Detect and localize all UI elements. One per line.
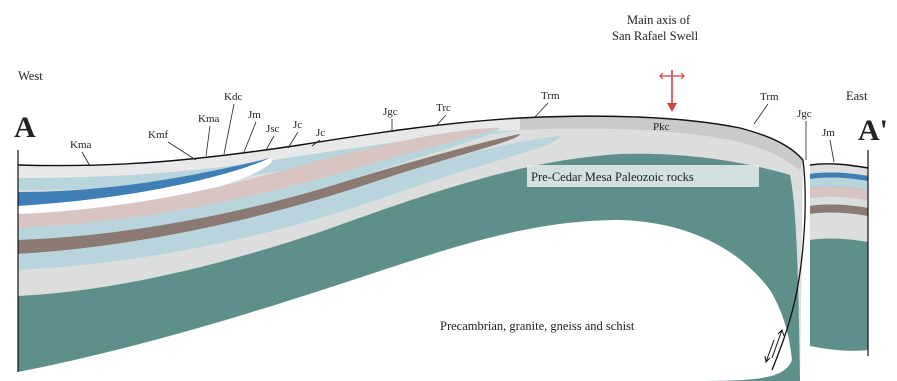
basement [18,220,792,381]
label-kma-west: Kma [70,139,92,151]
axis-label-line2: San Rafael Swell [612,29,699,43]
stratum-pale-grey-lower [18,139,790,296]
fault-line [771,159,806,371]
label-jm-west: Jm [248,109,261,121]
label-pkc: Pkc [653,121,670,133]
east-label: East [846,89,868,103]
stratum-crest-grey [520,116,803,170]
basement-label: Precambrian, granite, gneiss and schist [440,319,635,333]
east-block [810,163,868,360]
west-label: West [18,69,43,83]
stratum-white-thin [18,158,273,214]
stratum-light-blue-3 [18,136,560,270]
section-start-label: A [14,111,36,144]
section-end-label: A' [858,114,888,147]
label-kmf: Kmf [148,129,169,141]
label-trm-crest: Trm [541,90,560,102]
label-jc-1: Jc [293,119,302,131]
paleozoic-label: Pre-Cedar Mesa Paleozoic rocks [531,170,694,184]
stratum-pink [18,128,500,228]
label-trm-east: Trm [760,91,779,103]
label-kdc: Kdc [224,91,242,103]
axis-marker [659,70,685,112]
label-kma-mid: Kma [198,113,220,125]
label-jgc-east: Jgc [797,108,812,120]
stratum-light-blue-2 [18,128,500,240]
formation-labels: Kma Kmf Kma Kdc Jm Jsc Jc Jc Jgc Trc Trm… [70,90,835,167]
label-jc-2: Jc [316,127,325,139]
ground-surface [17,115,804,167]
stratum-brown [18,134,520,254]
label-jsc: Jsc [266,123,280,135]
axis-label-line1: Main axis of [627,13,691,27]
label-jgc-west: Jgc [383,106,398,118]
label-trc: Trc [436,102,451,114]
stratum-blue [18,158,270,206]
label-jm-east: Jm [822,127,835,139]
stratum-grey-top [18,116,740,178]
